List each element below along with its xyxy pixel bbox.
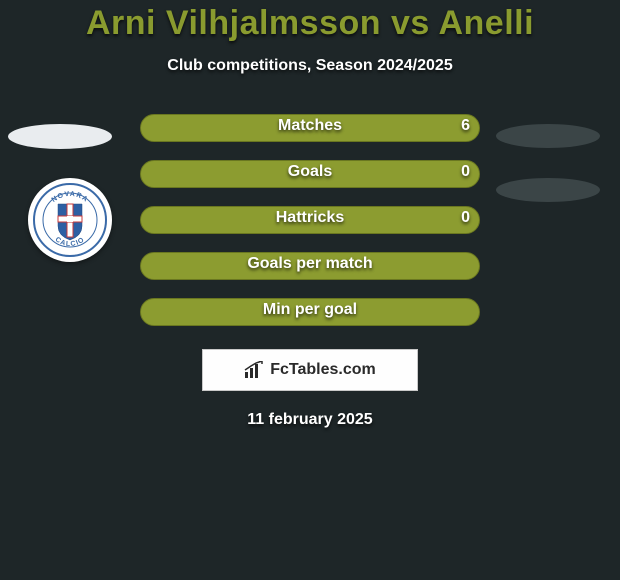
branding-box[interactable]: FcTables.com [202,349,418,391]
subtitle: Club competitions, Season 2024/2025 [0,57,620,75]
stat-value: 6 [461,117,470,135]
page-title: Arni Vilhjalmsson vs Anelli [0,4,620,43]
stat-label: Goals per match [140,255,480,273]
bar-chart-icon [244,361,266,379]
stat-label: Matches [140,117,480,135]
stat-row-matches: Matches 6 [0,109,620,155]
stat-value: 0 [461,163,470,181]
stat-label: Goals [140,163,480,181]
date-line: 11 february 2025 [0,411,620,429]
stat-row-hattricks: Hattricks 0 [0,201,620,247]
branding-text: FcTables.com [270,361,376,379]
stats-area: Matches 6 Goals 0 Hattricks 0 Goals per … [0,109,620,339]
infographic-container: Arni Vilhjalmsson vs Anelli Club competi… [0,0,620,429]
stat-label: Min per goal [140,301,480,319]
stat-row-goals-per-match: Goals per match [0,247,620,293]
stat-label: Hattricks [140,209,480,227]
branding-inner: FcTables.com [244,361,376,379]
stat-value: 0 [461,209,470,227]
stat-row-min-per-goal: Min per goal [0,293,620,339]
stat-row-goals: Goals 0 [0,155,620,201]
